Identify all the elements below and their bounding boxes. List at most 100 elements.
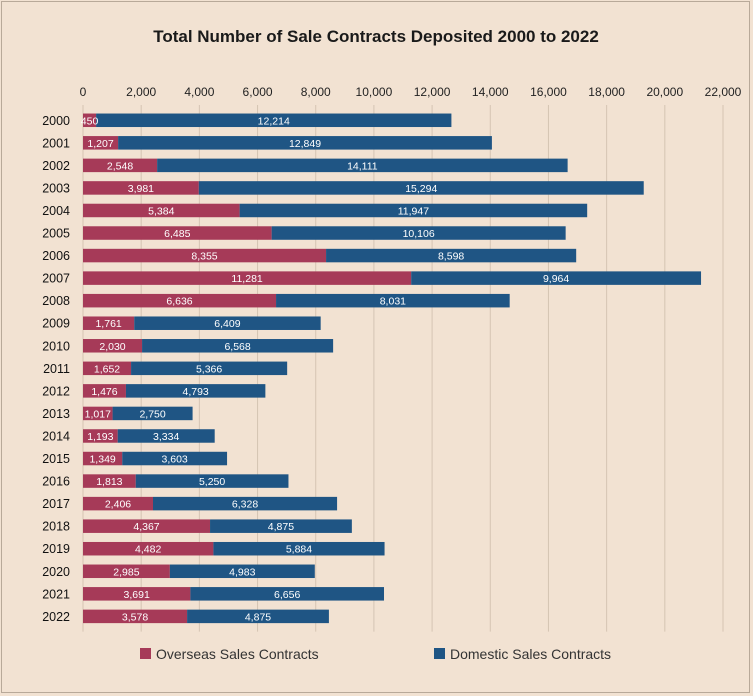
bar-domestic bbox=[210, 519, 352, 533]
bar-domestic bbox=[122, 451, 228, 466]
data-label-overseas: 450 bbox=[81, 115, 99, 127]
y-category-label: 2019 bbox=[42, 542, 70, 556]
y-axis-labels: 2000 2001 2002 2003 2004 2005 2006 2007 2008 2009… bbox=[42, 114, 70, 624]
data-label-domestic: 2,750 bbox=[139, 408, 165, 420]
bar-overseas bbox=[83, 541, 214, 556]
data-label-domestic: 5,884 bbox=[286, 544, 312, 556]
data-label-overseas: 8,355 bbox=[191, 251, 217, 263]
y-category-label: 2012 bbox=[42, 384, 70, 398]
legend-label-domestic: Domestic Sales Contracts bbox=[450, 646, 611, 662]
bar-domestic bbox=[118, 136, 492, 150]
bar-overseas bbox=[83, 519, 211, 533]
x-tick-label: 14,000 bbox=[472, 85, 509, 99]
bar-domestic bbox=[125, 384, 266, 398]
data-label-overseas: 1,193 bbox=[87, 431, 113, 443]
bar-overseas bbox=[83, 451, 123, 466]
data-label-overseas: 6,636 bbox=[166, 296, 192, 308]
data-label-domestic: 14,111 bbox=[347, 160, 378, 172]
legend-swatch-overseas bbox=[140, 648, 151, 659]
data-label-domestic: 4,875 bbox=[268, 521, 294, 533]
bar-overseas bbox=[83, 474, 136, 488]
data-label-overseas: 1,813 bbox=[96, 476, 122, 488]
bar-domestic bbox=[157, 158, 568, 173]
data-label-domestic: 15,294 bbox=[405, 183, 437, 195]
data-label-domestic: 5,366 bbox=[196, 363, 222, 375]
y-category-label: 2013 bbox=[42, 407, 70, 421]
bar-overseas bbox=[83, 316, 135, 330]
y-category-label: 2000 bbox=[42, 114, 70, 128]
data-label-overseas: 2,548 bbox=[107, 160, 133, 172]
data-label-domestic: 3,603 bbox=[162, 454, 188, 466]
y-category-label: 2015 bbox=[42, 452, 70, 466]
bar-domestic bbox=[117, 429, 215, 443]
y-category-label: 2022 bbox=[42, 610, 70, 624]
x-tick-label: 20,000 bbox=[646, 85, 683, 99]
x-tick-label: 4,000 bbox=[184, 85, 214, 99]
x-tick-label: 6,000 bbox=[243, 85, 273, 99]
bar-domestic bbox=[239, 203, 588, 218]
data-label-overseas: 3,578 bbox=[122, 611, 148, 623]
x-tick-label: 18,000 bbox=[588, 85, 625, 99]
y-category-label: 2007 bbox=[42, 272, 70, 286]
bar-overseas bbox=[83, 158, 158, 173]
data-label-overseas: 2,030 bbox=[99, 341, 125, 353]
bar-overseas bbox=[83, 248, 327, 263]
bar-domestic bbox=[271, 226, 566, 240]
y-category-label: 2016 bbox=[42, 475, 70, 489]
bar-overseas bbox=[83, 339, 143, 353]
bar-overseas bbox=[83, 271, 412, 285]
y-category-label: 2009 bbox=[42, 317, 70, 331]
bar-domestic bbox=[411, 271, 702, 285]
legend-swatch-domestic bbox=[434, 648, 445, 659]
bar-overseas bbox=[83, 496, 153, 511]
x-tick-label: 0 bbox=[80, 85, 87, 99]
data-label-domestic: 8,598 bbox=[438, 251, 464, 263]
data-label-overseas: 1,652 bbox=[94, 363, 120, 375]
data-label-overseas: 1,761 bbox=[95, 318, 121, 330]
y-category-label: 2010 bbox=[42, 339, 70, 353]
x-tick-label: 2,000 bbox=[126, 85, 156, 99]
bar-domestic bbox=[135, 474, 289, 488]
bar-overseas bbox=[83, 203, 240, 218]
bar-domestic bbox=[134, 316, 321, 330]
bar-overseas bbox=[83, 361, 132, 376]
x-axis-ticks: 0 2,000 4,000 6,000 8,000 10,000 12,000 14,000 1… bbox=[80, 85, 742, 99]
legend: Overseas Sales Contracts Domestic Sales C… bbox=[140, 646, 611, 662]
data-label-domestic: 5,250 bbox=[199, 476, 225, 488]
data-label-overseas: 3,691 bbox=[124, 589, 150, 601]
bar-domestic bbox=[213, 541, 385, 556]
bar-overseas bbox=[83, 564, 170, 579]
data-label-domestic: 4,793 bbox=[183, 386, 209, 398]
data-label-overseas: 1,017 bbox=[85, 408, 111, 420]
data-label-overseas: 11,281 bbox=[231, 273, 262, 285]
data-label-domestic: 4,983 bbox=[229, 566, 255, 578]
bar-domestic bbox=[276, 293, 510, 308]
y-category-label: 2004 bbox=[42, 204, 70, 218]
bar-overseas bbox=[83, 226, 272, 240]
data-label-overseas: 3,981 bbox=[128, 183, 154, 195]
bar-domestic bbox=[131, 361, 288, 376]
y-category-label: 2011 bbox=[43, 362, 70, 376]
data-label-domestic: 9,964 bbox=[543, 273, 569, 285]
data-label-domestic: 11,947 bbox=[398, 205, 429, 217]
y-category-label: 2005 bbox=[42, 227, 70, 241]
data-label-overseas: 5,384 bbox=[148, 205, 174, 217]
bar-domestic bbox=[190, 587, 385, 601]
x-tick-label: 16,000 bbox=[530, 85, 567, 99]
y-category-label: 2017 bbox=[42, 497, 70, 511]
y-category-label: 2006 bbox=[42, 249, 70, 263]
data-label-domestic: 10,106 bbox=[403, 228, 435, 240]
data-label-overseas: 1,207 bbox=[87, 138, 113, 150]
bar-overseas bbox=[83, 113, 97, 128]
x-tick-label: 10,000 bbox=[356, 85, 393, 99]
y-category-label: 2001 bbox=[42, 136, 70, 150]
bar-overseas bbox=[83, 609, 188, 624]
bar-domestic bbox=[152, 496, 338, 511]
data-label-overseas: 1,476 bbox=[91, 386, 117, 398]
data-label-domestic: 6,656 bbox=[274, 589, 300, 601]
bar-domestic bbox=[169, 564, 315, 579]
bar-domestic bbox=[96, 113, 452, 128]
data-label-overseas: 2,406 bbox=[105, 499, 131, 511]
y-category-label: 2003 bbox=[42, 181, 70, 195]
data-label-domestic: 3,334 bbox=[153, 431, 179, 443]
